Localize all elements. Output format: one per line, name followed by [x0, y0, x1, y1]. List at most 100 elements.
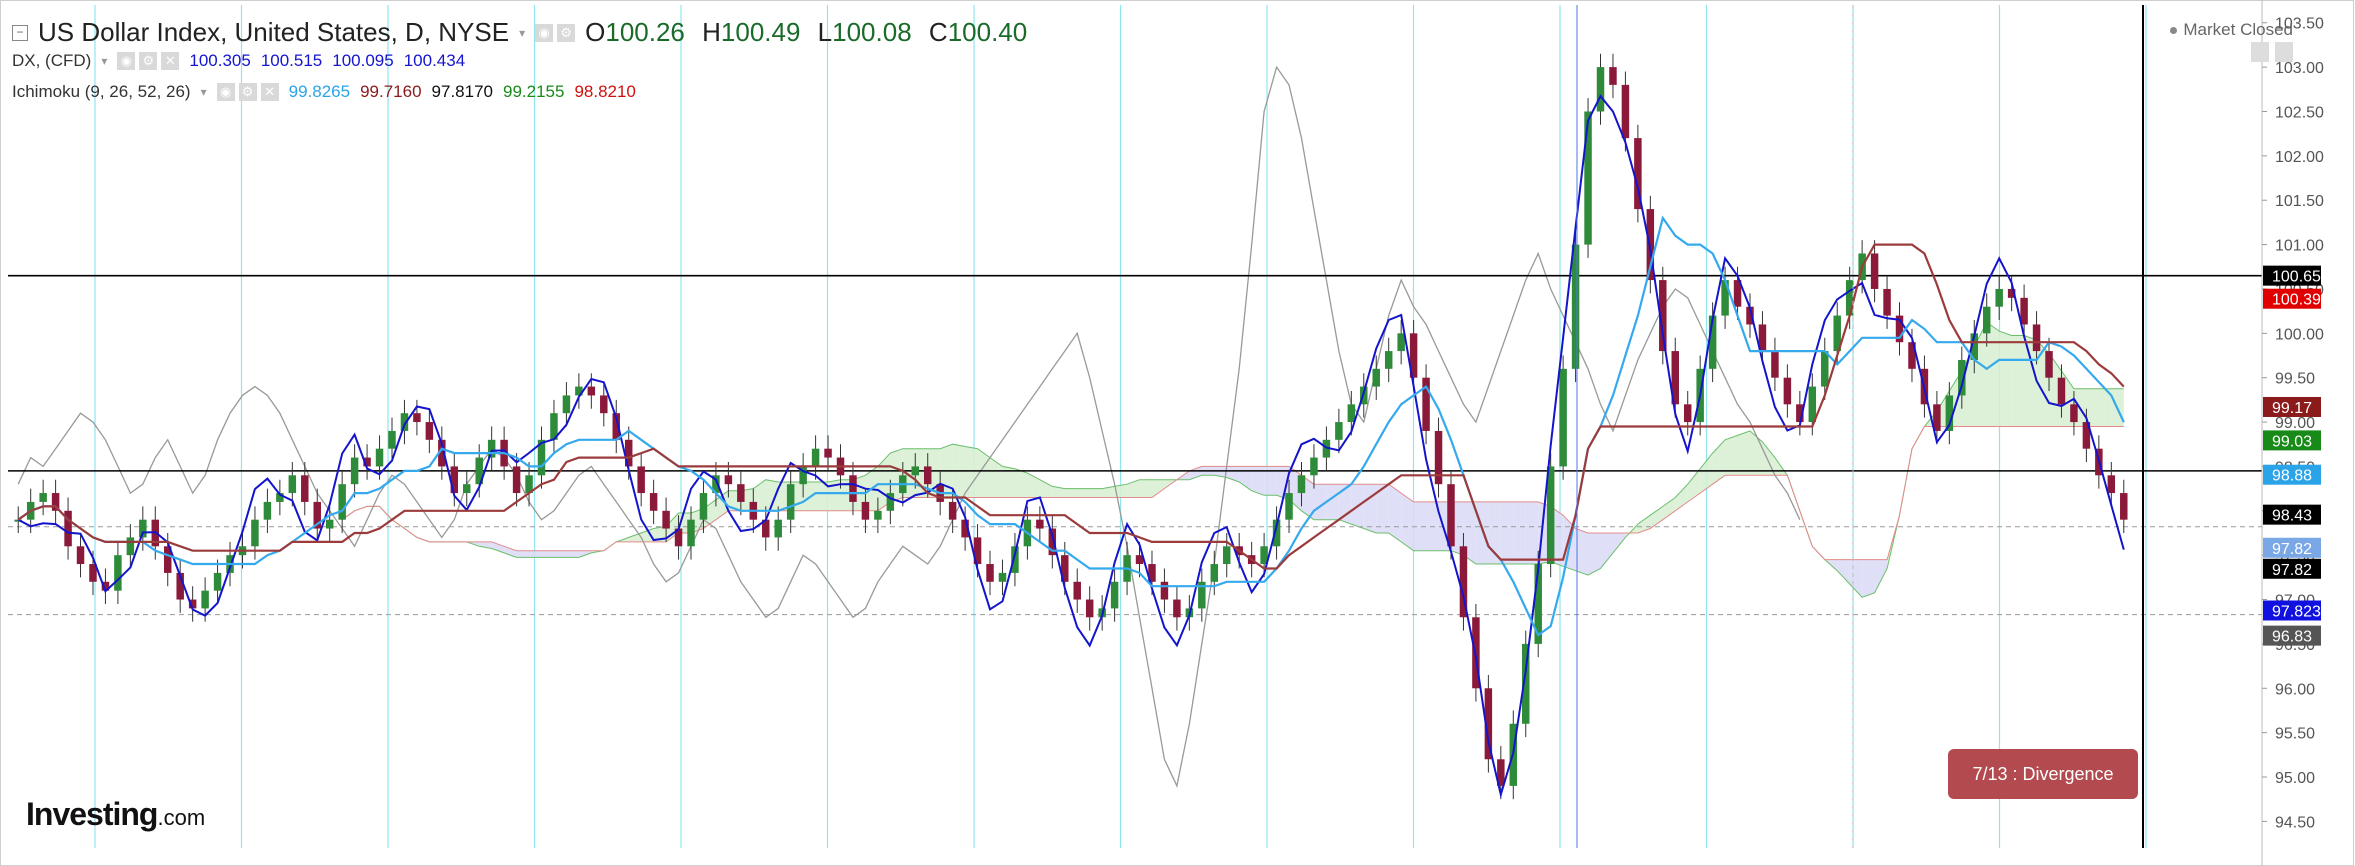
kumo-cloud-segment	[1027, 473, 1040, 498]
kumo-cloud-segment	[1762, 442, 1775, 476]
collapse-icon[interactable]: −	[12, 24, 28, 41]
candle-body	[1933, 404, 1941, 431]
candle-body	[786, 484, 795, 520]
candle-body	[948, 501, 957, 520]
kumo-cloud-segment	[479, 541, 492, 549]
candle-body	[2107, 475, 2116, 494]
kumo-cloud-segment	[1475, 501, 1489, 565]
candle-body	[998, 572, 1007, 582]
candle-body	[1870, 253, 1879, 289]
candle-body	[1173, 599, 1181, 618]
candle-body	[1982, 306, 1991, 334]
candle-body	[89, 564, 97, 582]
candle-body	[1497, 759, 1505, 786]
kumo-cloud-segment	[1637, 515, 1651, 533]
kumo-cloud-segment	[2098, 388, 2112, 427]
candle-body	[39, 493, 47, 502]
candle-body	[1260, 546, 1268, 565]
candle-body	[487, 439, 496, 458]
candle-body	[973, 537, 982, 565]
candle-body	[126, 537, 135, 556]
close-icon[interactable]: ✕	[161, 52, 180, 70]
ichimoku-kijun-value: 99.7160	[360, 82, 422, 101]
gear-icon[interactable]: ⚙	[557, 23, 576, 42]
ichimoku-legend-name[interactable]: Ichimoku (9, 26, 52, 26)	[12, 82, 191, 101]
candle-body	[762, 519, 770, 538]
candle-body	[886, 493, 895, 511]
candle-body	[512, 466, 521, 494]
candle-body	[1011, 546, 1019, 573]
dx-value-2: 100.515	[260, 51, 323, 70]
chevron-down-icon[interactable]: ▾	[519, 25, 526, 40]
candle-body	[612, 413, 620, 440]
low-key: L	[817, 17, 833, 47]
candle-body	[1659, 280, 1667, 352]
candle-body	[1073, 581, 1081, 600]
candle-body	[1160, 581, 1169, 600]
kumo-cloud-segment	[1401, 493, 1414, 551]
close-value: 100.40	[947, 17, 1028, 47]
dx-value-3: 100.095	[332, 51, 394, 70]
candle-body	[674, 528, 683, 547]
dx-legend-name[interactable]: DX, (CFD)	[12, 51, 92, 70]
kumo-cloud-segment	[1986, 322, 2000, 427]
visibility-icon[interactable]: ◉	[216, 83, 235, 101]
price-tick-label: 103.00	[2275, 60, 2324, 77]
candle-body	[338, 484, 346, 520]
candle-body	[861, 501, 870, 520]
candle-body	[201, 590, 209, 609]
candle-body	[911, 466, 920, 476]
candle-body	[550, 413, 558, 440]
candle-body	[1036, 519, 1044, 529]
kumo-cloud-segment	[566, 550, 579, 558]
kumo-cloud-segment	[516, 550, 530, 558]
info-icon[interactable]	[2251, 42, 2269, 62]
kumo-cloud-segment	[628, 532, 642, 542]
divergence-note[interactable]: 7/13 : Divergence	[1948, 749, 2138, 799]
kumo-cloud-segment	[1737, 430, 1751, 476]
gear-icon[interactable]: ⚙	[238, 83, 257, 101]
logo-main: Investing	[26, 796, 158, 832]
candle-body	[2070, 404, 2078, 423]
visibility-icon[interactable]: ◉	[535, 23, 554, 42]
kijun-sen-line	[17, 243, 2125, 570]
tenkan-sen-line	[17, 215, 2125, 637]
candle-body	[1721, 280, 1729, 316]
candle-body	[1534, 564, 1542, 644]
price-tick-label: 95.00	[2275, 770, 2315, 787]
senkou-span-a-line	[341, 321, 2124, 598]
kumo-cloud-segment	[1002, 466, 1015, 498]
kumo-cloud-segment	[1837, 559, 1850, 585]
candle-body	[637, 466, 645, 494]
candle-body	[1559, 368, 1567, 467]
gear-icon[interactable]: ⚙	[139, 52, 158, 70]
price-tick-label: 94.50	[2275, 814, 2315, 831]
candle-body	[600, 395, 608, 414]
kumo-cloud-segment	[1077, 488, 1090, 498]
price-tick-label: 95.50	[2275, 726, 2315, 743]
candle-body	[1958, 359, 1966, 396]
candle-body	[1522, 643, 1530, 724]
price-label-text: 98.43	[2272, 508, 2312, 525]
chevron-down-icon[interactable]: ▾	[200, 85, 207, 99]
candle-body	[1945, 395, 1954, 431]
close-icon[interactable]: ✕	[260, 83, 279, 101]
kumo-cloud-segment	[1276, 466, 1290, 500]
price-label-box	[2263, 396, 2321, 417]
candle-body	[1758, 324, 1767, 352]
pause-icon[interactable]	[2275, 42, 2293, 62]
kumo-cloud-segment	[1014, 468, 1028, 498]
chevron-down-icon[interactable]: ▾	[101, 54, 108, 68]
candle-body	[251, 519, 259, 547]
kumo-cloud-segment	[1687, 468, 1701, 502]
candle-body	[712, 475, 720, 494]
chart-header: − US Dollar Index, United States, D, NYS…	[12, 17, 1037, 48]
divergence-note-text: 7/13 : Divergence	[1972, 763, 2114, 784]
ichimoku-spanb-value: 98.8210	[574, 82, 636, 101]
ichimoku-chikou-value: 97.8170	[431, 82, 493, 101]
visibility-icon[interactable]: ◉	[117, 52, 136, 70]
candle-body	[1634, 138, 1642, 210]
candle-body	[799, 466, 807, 485]
